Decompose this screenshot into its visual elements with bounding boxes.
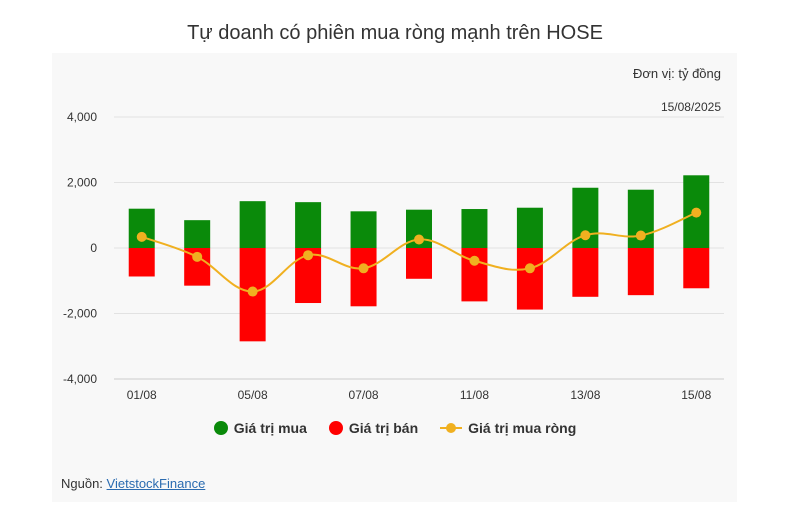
unit-label: Đơn vị: tỷ đồng [632, 66, 721, 81]
legend-item-sell[interactable]: Giá trị bán [328, 420, 419, 436]
x-tick-label: 05/08 [238, 388, 268, 402]
bar-sell[interactable] [627, 248, 654, 296]
net-point[interactable] [691, 207, 702, 218]
date-label: 15/08/2025 [660, 100, 721, 114]
legend-net-label: Giá trị mua ròng [468, 420, 577, 436]
net-point[interactable] [414, 234, 424, 245]
bar-sell[interactable] [350, 248, 377, 307]
x-tick-label: 15/08 [681, 388, 711, 402]
y-tick-label: -2,000 [63, 307, 97, 321]
legend-item-buy[interactable]: Giá trị mua [213, 420, 307, 436]
bar-buy[interactable] [461, 209, 488, 248]
bar-buy[interactable] [128, 208, 155, 248]
legend-net-marker [440, 421, 463, 435]
y-tick-label: -4,000 [63, 372, 97, 386]
bar-sell[interactable] [516, 248, 543, 310]
bars [128, 175, 710, 342]
chart-panel [52, 53, 737, 502]
x-axis-ticks: 01/08 05/08 07/08 11/08 13/08 15/08 [114, 378, 724, 402]
source-prefix: Nguồn: [61, 476, 107, 491]
net-point[interactable] [635, 230, 646, 241]
bar-sell[interactable] [406, 248, 432, 279]
net-point[interactable] [136, 231, 147, 242]
source-link[interactable]: VietstockFinance [106, 476, 206, 491]
bar-buy[interactable] [239, 201, 266, 248]
net-point[interactable] [247, 286, 258, 297]
source-line: Nguồn: VietstockFinance [61, 476, 205, 491]
bar-buy[interactable] [350, 211, 377, 248]
y-tick-label: 0 [90, 241, 97, 255]
x-tick-label: 07/08 [349, 388, 379, 402]
legend-sell-label: Giá trị bán [348, 420, 419, 436]
bar-buy[interactable] [516, 207, 543, 248]
y-tick-label: 4,000 [67, 110, 97, 124]
x-tick-label: 13/08 [570, 388, 600, 402]
net-point[interactable] [580, 230, 591, 241]
x-tick-label: 01/08 [127, 388, 157, 402]
net-point[interactable] [192, 251, 203, 262]
bar-sell[interactable] [128, 248, 155, 277]
legend-buy-marker [213, 421, 228, 435]
y-tick-label: 2,000 [67, 176, 97, 190]
y-axis-ticks: -4,000 -2,000 0 2,000 4,000 [63, 110, 97, 386]
bar-sell[interactable] [572, 248, 599, 297]
legend-sell-marker [328, 421, 343, 435]
net-line [136, 207, 702, 297]
bar-buy[interactable] [184, 220, 211, 248]
net-point[interactable] [469, 255, 480, 266]
net-point[interactable] [303, 250, 314, 261]
net-point[interactable] [524, 263, 535, 274]
chart-title: Tự doanh có phiên mua ròng mạnh trên HOS… [187, 22, 603, 44]
legend: Giá trị mua Giá trị bán Giá trị mua ròng [0, 420, 790, 436]
legend-buy-label: Giá trị mua [233, 420, 307, 436]
bar-buy[interactable] [295, 202, 322, 248]
x-tick-label: 11/08 [460, 388, 489, 402]
legend-item-net[interactable]: Giá trị mua ròng [440, 420, 576, 436]
bar-sell[interactable] [683, 248, 710, 289]
net-point[interactable] [358, 263, 369, 274]
